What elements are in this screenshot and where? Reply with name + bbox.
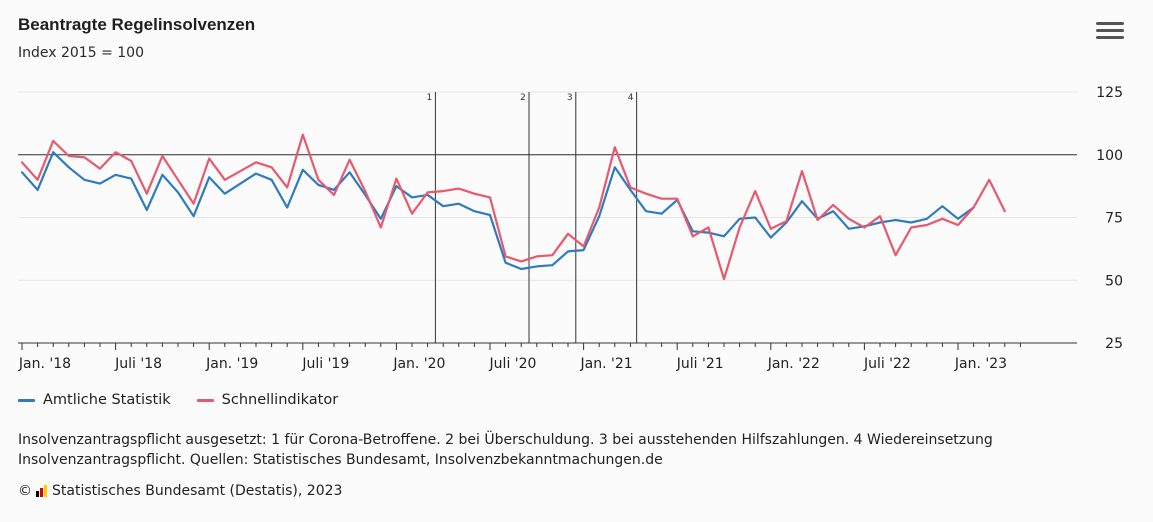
- y-tick-label: 50: [1105, 273, 1123, 289]
- copyright-text: Statistisches Bundesamt (Destatis), 2023: [52, 483, 343, 499]
- x-tick-label: Juli '19: [301, 356, 349, 372]
- x-tick-label: Juli '18: [114, 356, 162, 372]
- hamburger-menu-icon[interactable]: [1096, 22, 1124, 44]
- x-tick-label: Jan. '22: [767, 356, 820, 372]
- copyright-symbol: ©: [18, 483, 32, 499]
- legend-item-schnellindikator[interactable]: Schnellindikator: [196, 392, 339, 408]
- destatis-logo-icon: [36, 485, 47, 497]
- y-axis: 25 50 75 100 125: [1096, 85, 1123, 352]
- y-tick-label: 25: [1105, 336, 1123, 352]
- event-label: 2: [520, 93, 526, 103]
- event-markers: 1 2 3 4: [427, 92, 638, 343]
- series-line-schnellindikator: [20, 133, 1006, 281]
- event-label: 3: [567, 93, 573, 103]
- legend: Amtliche Statistik Schnellindikator: [18, 392, 338, 408]
- legend-label: Schnellindikator: [221, 392, 339, 408]
- x-tick-label: Juli '22: [863, 356, 911, 372]
- y-tick-label: 100: [1096, 148, 1123, 164]
- grid-lines: [18, 91, 1077, 281]
- x-tick-label: Juli '21: [676, 356, 724, 372]
- x-tick-label: Jan. '18: [18, 356, 71, 372]
- series-lines: [20, 133, 1006, 281]
- event-label: 4: [628, 93, 634, 103]
- legend-item-amtliche-statistik[interactable]: Amtliche Statistik: [18, 392, 171, 408]
- event-label: 1: [427, 93, 433, 103]
- x-tick-label: Jan. '23: [954, 356, 1007, 372]
- y-tick-label: 125: [1096, 85, 1123, 101]
- chart-title: Beantragte Regelinsolvenzen: [18, 15, 256, 34]
- chart-subtitle: Index 2015 = 100: [18, 45, 144, 61]
- x-tick-label: Jan. '21: [580, 356, 633, 372]
- x-tick-label: Jan. '19: [205, 356, 258, 372]
- series-line-amtliche-statistik: [20, 151, 975, 271]
- y-tick-label: 75: [1105, 211, 1123, 227]
- legend-label: Amtliche Statistik: [43, 392, 171, 408]
- x-tick-label: Jan. '20: [392, 356, 445, 372]
- x-axis: Jan. '18 Juli '18 Jan. '19 Juli '19 Jan. '20…: [18, 342, 1077, 372]
- legend-swatch: [196, 398, 214, 402]
- copyright: © Statistisches Bundesamt (Destatis), 20…: [18, 483, 342, 499]
- legend-swatch: [18, 398, 35, 402]
- footnote: Insolvenzantragspflicht ausgesetzt: 1 fü…: [18, 432, 993, 468]
- x-tick-label: Juli '20: [489, 356, 537, 372]
